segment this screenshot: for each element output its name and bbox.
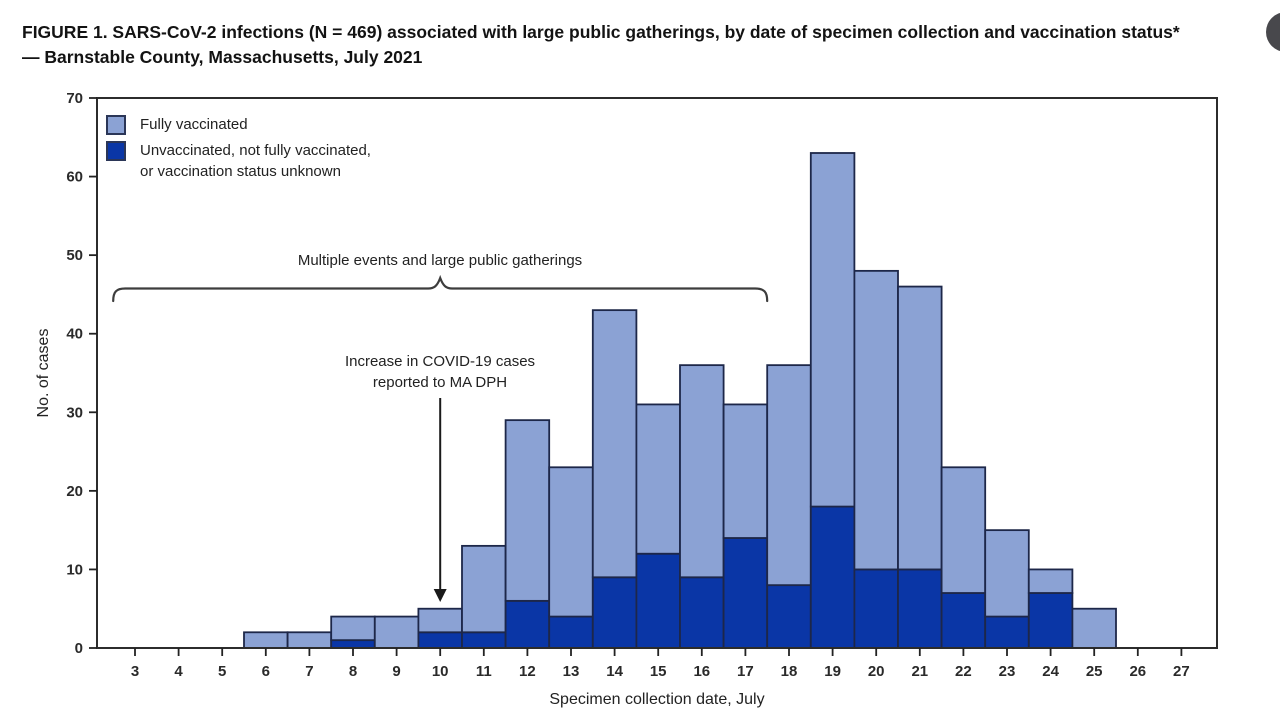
x-tick-label-25: 25 [1086, 663, 1103, 680]
bar-day-18-fully-vaccinated [766, 364, 812, 587]
legend-swatch-fully-vaccinated-icon [106, 115, 126, 135]
x-tick-label-6: 6 [262, 663, 270, 680]
arrow-annotation-line1: Increase in COVID-19 cases [344, 353, 536, 370]
bar-day-15-unvaccinated [635, 552, 681, 649]
y-tick-label-20: 20 [66, 483, 83, 500]
legend-label-unvaccinated-line2: or vaccination status unknown [140, 163, 341, 180]
bar-day-17-unvaccinated [722, 537, 769, 649]
bar-day-16-fully-vaccinated [679, 364, 725, 579]
arrow-annotation-label: Increase in COVID-19 cases reported to M… [345, 351, 535, 393]
bar-day-15-fully-vaccinated [635, 403, 681, 555]
bar-day-22-unvaccinated [940, 592, 987, 649]
bar-day-8-unvaccinated [330, 639, 376, 649]
bar-day-23-fully-vaccinated [984, 529, 1030, 618]
x-tick-label-3: 3 [131, 663, 139, 680]
x-tick-label-4: 4 [174, 663, 183, 680]
bar-day-12-unvaccinated [504, 599, 551, 649]
bar-day-10-fully-vaccinated [417, 607, 463, 634]
x-tick-label-15: 15 [650, 663, 667, 680]
edge-circle-icon[interactable] [1266, 12, 1280, 52]
x-tick-label-26: 26 [1129, 663, 1146, 680]
brace-path [112, 274, 769, 303]
bar-day-9-fully-vaccinated [373, 615, 420, 649]
plot-border [96, 97, 1218, 649]
legend-label-unvaccinated: Unvaccinated, not fully vaccinated, or v… [140, 140, 371, 182]
bar-day-20-fully-vaccinated [853, 269, 899, 571]
x-tick-label-19: 19 [824, 663, 841, 680]
bar-day-23-unvaccinated [984, 615, 1030, 649]
legend-item-unvaccinated: Unvaccinated, not fully vaccinated, or v… [106, 140, 371, 182]
bar-day-8-fully-vaccinated [330, 615, 376, 642]
y-tick-label-60: 60 [66, 169, 83, 186]
x-tick-label-17: 17 [737, 663, 754, 680]
x-tick-label-12: 12 [519, 663, 536, 680]
x-tick-label-9: 9 [392, 663, 400, 680]
x-tick-label-8: 8 [349, 663, 357, 680]
x-tick-label-10: 10 [432, 663, 449, 680]
legend-swatch-unvaccinated-icon [106, 141, 126, 161]
x-tick-label-23: 23 [999, 663, 1016, 680]
legend-label-fully-vaccinated: Fully vaccinated [140, 116, 248, 133]
bar-day-11-fully-vaccinated [461, 544, 507, 634]
figure-title: FIGURE 1. SARS-CoV-2 infections (N = 469… [22, 22, 1180, 68]
x-tick-label-18: 18 [781, 663, 798, 680]
x-tick-label-27: 27 [1173, 663, 1190, 680]
x-tick-label-20: 20 [868, 663, 885, 680]
x-tick-label-21: 21 [911, 663, 928, 680]
x-axis-title: Specimen collection date, July [549, 691, 765, 708]
bar-day-21-fully-vaccinated [897, 285, 943, 571]
arrow-head-icon [433, 589, 447, 602]
bar-day-6-fully-vaccinated [243, 631, 289, 649]
bar-day-10-unvaccinated [417, 631, 463, 649]
bar-day-11-unvaccinated [461, 631, 507, 649]
bar-day-24-unvaccinated [1027, 592, 1074, 649]
x-tick-label-5: 5 [218, 663, 226, 680]
bar-day-13-unvaccinated [548, 615, 594, 649]
y-tick-label-40: 40 [66, 326, 83, 343]
x-tick-label-14: 14 [606, 663, 623, 680]
bar-day-16-unvaccinated [679, 576, 725, 649]
x-tick-label-13: 13 [563, 663, 580, 680]
bar-day-12-fully-vaccinated [504, 419, 551, 602]
bar-day-18-unvaccinated [766, 584, 812, 649]
bar-day-7-fully-vaccinated [286, 631, 333, 649]
bar-day-19-unvaccinated [809, 505, 856, 649]
bar-day-19-fully-vaccinated [809, 152, 856, 508]
y-tick-label-0: 0 [75, 640, 83, 657]
bar-day-14-fully-vaccinated [591, 309, 638, 579]
legend-item-fully-vaccinated: Fully vaccinated [106, 114, 371, 135]
bar-day-22-fully-vaccinated [940, 466, 987, 594]
bar-day-17-fully-vaccinated [722, 403, 769, 539]
y-tick-label-30: 30 [66, 404, 83, 421]
bar-day-21-unvaccinated [897, 568, 943, 649]
bar-day-24-fully-vaccinated [1027, 568, 1074, 594]
y-tick-label-10: 10 [66, 561, 83, 578]
y-tick-label-70: 70 [66, 90, 83, 107]
x-tick-label-22: 22 [955, 663, 972, 680]
legend-label-unvaccinated-line1: Unvaccinated, not fully vaccinated, [140, 142, 371, 159]
x-tick-label-11: 11 [476, 663, 492, 680]
arrow-annotation-line2: reported to MA DPH [372, 374, 508, 391]
legend: Fully vaccinated Unvaccinated, not fully… [106, 114, 371, 187]
bar-day-25-fully-vaccinated [1071, 607, 1117, 649]
brace-annotation-label: Multiple events and large public gatheri… [297, 252, 583, 269]
x-tick-label-7: 7 [305, 663, 313, 680]
x-tick-label-16: 16 [693, 663, 710, 680]
bar-day-20-unvaccinated [853, 568, 899, 649]
y-axis-title: No. of cases [35, 328, 52, 418]
bar-day-14-unvaccinated [591, 576, 638, 649]
x-tick-label-24: 24 [1042, 663, 1059, 680]
bar-day-13-fully-vaccinated [548, 466, 594, 618]
y-tick-label-50: 50 [66, 247, 83, 264]
